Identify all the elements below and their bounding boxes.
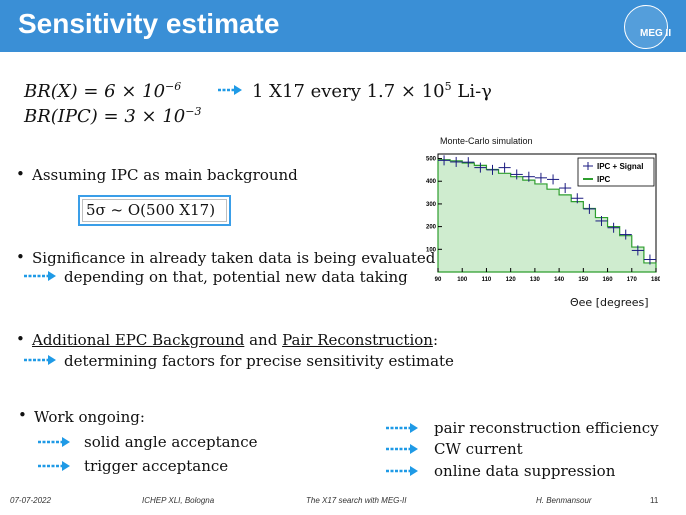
legend-ipc-label: IPC [597, 175, 611, 184]
significance-sub: depending on that, potential new data ta… [64, 268, 408, 286]
x-tick-label: 100 [457, 277, 468, 283]
legend-box [577, 157, 655, 187]
bullet-ipc-background: Assuming IPC as main background [32, 166, 298, 184]
legend-ipc-signal-label: IPC + Signal [597, 162, 643, 171]
work-item: pair reconstruction efficiency [434, 419, 659, 437]
y-tick-label: 400 [426, 179, 437, 185]
formula-result-exp: 5 [444, 80, 452, 93]
arrow-right-icon [24, 271, 56, 281]
chart-xlabel: Θee [degrees] [570, 296, 649, 309]
x-tick-label: 130 [530, 277, 541, 283]
bullet-dot: • [16, 248, 25, 266]
arrow-right-icon [218, 85, 242, 95]
five-sigma-text: 5σ ~ O(500 X17) [86, 201, 216, 219]
five-sigma-box [78, 195, 231, 226]
slide-title: Sensitivity estimate [18, 8, 280, 39]
work-item: solid angle acceptance [84, 433, 258, 451]
bullet-dot: • [18, 406, 27, 424]
formula-result: 1 X17 every 1.7 × 105 Li-γ [252, 80, 492, 102]
y-tick-label: 100 [426, 247, 437, 253]
formula-br-x: BR(X) = 6 × 10−6 [24, 80, 181, 102]
logo-text: MEG II [640, 28, 672, 39]
meg-logo [624, 5, 668, 49]
title-bar [0, 0, 686, 52]
formula-br-ipc-base: BR(IPC) = 3 × 10 [24, 106, 186, 127]
footer-conference: ICHEP XLI, Bologna [142, 496, 215, 505]
arrow-right-icon [386, 423, 418, 433]
footer-talk: The X17 search with MEG-II [306, 496, 407, 505]
formula-br-ipc: BR(IPC) = 3 × 10−3 [24, 105, 201, 127]
formula-br-x-base: BR(X) = 6 × 10 [24, 81, 166, 102]
x-tick-label: 140 [554, 277, 565, 283]
bullet-dot: • [16, 330, 25, 348]
bullet-significance: Significance in already taken data is be… [32, 249, 436, 267]
x-tick-label: 110 [482, 277, 492, 283]
series-ipc-histogram [437, 159, 657, 273]
y-tick-label: 200 [426, 225, 437, 231]
footer-date: 07-07-2022 [10, 496, 51, 505]
bullet-additional: Additional EPC Background and Pair Recon… [32, 331, 438, 349]
y-tick-label: 500 [426, 157, 437, 163]
work-item: CW current [434, 440, 523, 458]
bullet-dot: • [16, 165, 25, 183]
arrow-right-icon [386, 466, 418, 476]
chart-title: Monte-Carlo simulation [440, 136, 533, 146]
formula-br-x-exp: −6 [165, 80, 182, 93]
arrow-right-icon [38, 461, 70, 471]
x-tick-label: 90 [435, 277, 442, 283]
colon-text: : [432, 331, 438, 349]
x-tick-label: 170 [627, 277, 638, 283]
x-tick-label: 120 [506, 277, 517, 283]
x-tick-label: 180 [651, 277, 660, 283]
work-item: online data suppression [434, 462, 616, 480]
footer-author: H. Benmansour [536, 496, 592, 505]
y-tick-label: 300 [426, 202, 437, 208]
x-tick-label: 160 [603, 277, 614, 283]
formula-result-post: Li-γ [451, 81, 492, 102]
work-item: trigger acceptance [84, 457, 229, 475]
epc-background-text: Additional EPC Background [32, 331, 245, 349]
x-tick-label: 150 [578, 277, 589, 283]
bullet-work: Work ongoing: [34, 408, 145, 426]
formula-br-ipc-exp: −3 [185, 105, 202, 118]
arrow-right-icon [24, 355, 56, 365]
formula-result-base: 1 X17 every 1.7 × 10 [252, 81, 445, 102]
arrow-right-icon [386, 444, 418, 454]
factors-sub: determining factors for precise sensitiv… [64, 352, 454, 370]
and-text: and [244, 331, 283, 349]
pair-reco-text: Pair Reconstruction [282, 331, 433, 349]
footer-page: 11 [650, 496, 659, 505]
arrow-right-icon [38, 437, 70, 447]
histogram-chart: 90 100 110 120 130 140 150 160 170 180 100 200 300 40… [426, 153, 660, 283]
